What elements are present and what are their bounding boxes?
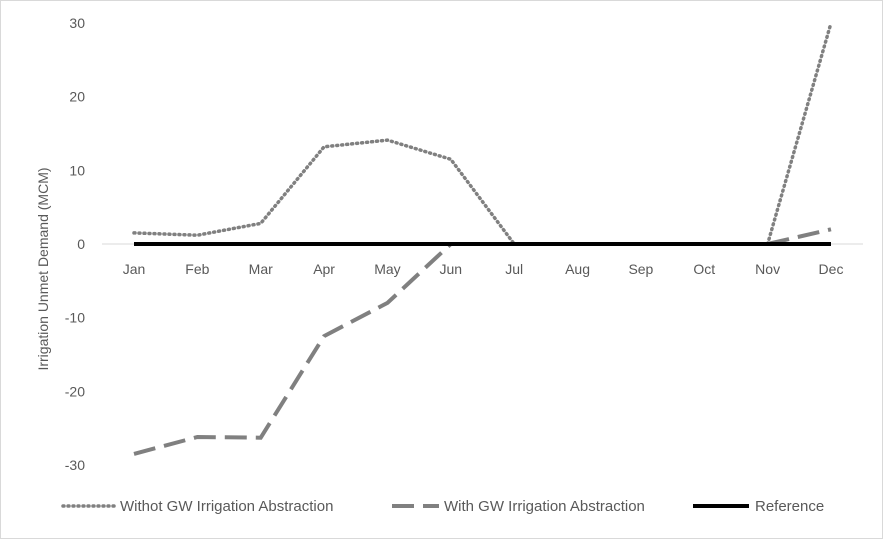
series-layer [132, 21, 833, 456]
series-line [133, 242, 453, 456]
x-tick-label: Sep [628, 261, 653, 277]
y-tick-label: -10 [65, 310, 85, 326]
x-tick-label: Mar [249, 261, 273, 277]
y-tick-label: 20 [69, 89, 85, 105]
legend-item: Reference [693, 498, 824, 515]
series-line [132, 138, 516, 246]
series-dashed [133, 227, 832, 456]
legend-item: Withot GW Irrigation Abstraction [61, 498, 333, 515]
x-tick-label: Jun [440, 261, 463, 277]
x-tick-label: Jul [505, 261, 523, 277]
legend-label: Reference [755, 498, 824, 515]
series-line [767, 227, 832, 246]
series-line [765, 21, 833, 246]
legend-label: With GW Irrigation Abstraction [444, 498, 645, 515]
y-tick-label: 0 [77, 236, 85, 252]
y-tick-label: 30 [69, 15, 85, 31]
x-tick-label: Aug [565, 261, 590, 277]
x-tick-label: Dec [819, 261, 844, 277]
x-tick-label: Feb [185, 261, 209, 277]
y-tick-label: 10 [69, 162, 85, 178]
y-tick-label: -30 [65, 457, 85, 473]
label-layer: -30 -20 -10 0 10 20 30 Jan Feb Mar Apr May Jun Jul Aug… [65, 15, 844, 473]
legend: Withot GW Irrigation Abstraction With GW … [61, 498, 824, 515]
x-tick-label: Jan [123, 261, 146, 277]
y-axis-label: Irrigation Unmet Demand (MCM) [35, 167, 51, 370]
x-tick-label: Apr [313, 261, 335, 277]
legend-item: With GW Irrigation Abstraction [392, 498, 645, 515]
y-tick-label: -20 [65, 383, 85, 399]
x-tick-label: May [374, 261, 400, 277]
legend-label: Withot GW Irrigation Abstraction [120, 498, 333, 515]
x-tick-label: Nov [755, 261, 780, 277]
x-tick-label: Oct [693, 261, 715, 277]
series-dotted [132, 21, 833, 246]
